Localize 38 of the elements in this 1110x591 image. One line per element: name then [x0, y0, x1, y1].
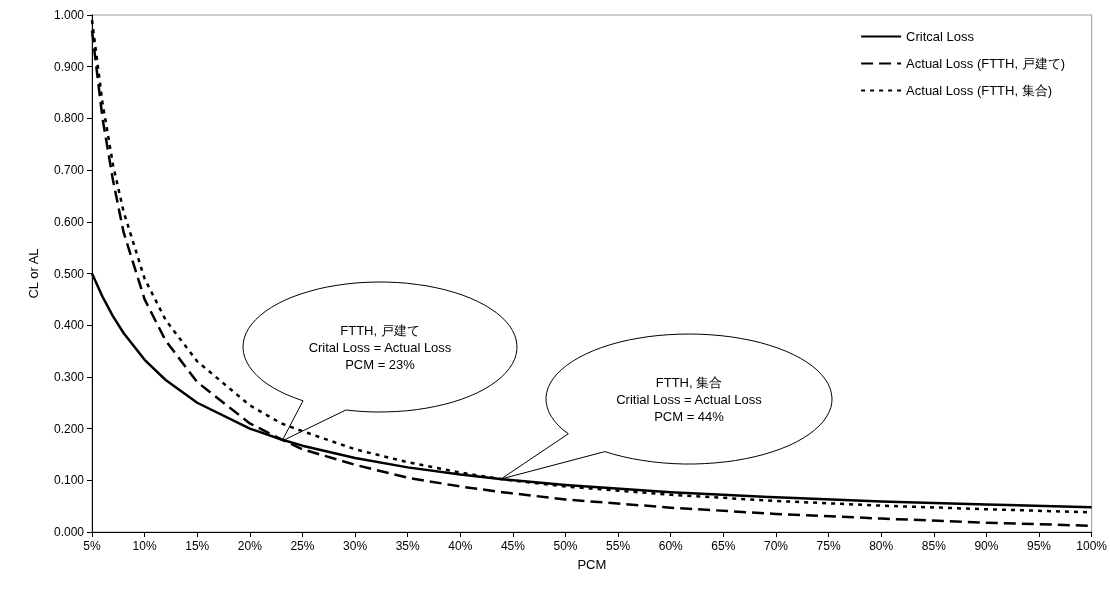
annotation: FTTH, 集合 Critial Loss = Actual Loss PCM = 44%: [616, 374, 763, 424]
y-tick-label: 0.200: [53, 421, 85, 436]
y-tick-label: 1.000: [53, 8, 85, 22]
x-tick-label: 95%: [1027, 539, 1052, 553]
y-axis-title: CL or AL: [26, 248, 41, 299]
x-tick-label: 70%: [763, 539, 789, 553]
x-tick-label: 5%: [83, 539, 101, 553]
legend-label: Actual Loss (FTTH, 集合): [906, 83, 1053, 98]
y-tick-label: 0.800: [53, 111, 85, 126]
x-tick-label: 80%: [869, 539, 894, 553]
y-tick-label: 0.300: [53, 369, 85, 384]
x-tick-label: 10%: [132, 539, 157, 553]
x-tick-label: 50%: [553, 539, 578, 553]
x-tick-label: 90%: [974, 539, 999, 553]
y-tick-label: 0.400: [53, 318, 85, 333]
x-tick-label: 75%: [816, 539, 841, 553]
y-tick-label: 0.600: [53, 214, 85, 229]
y-tick-label: 0.500: [53, 266, 85, 281]
x-tick-label: 15%: [185, 539, 210, 553]
x-tick-label: 100%: [1076, 539, 1108, 553]
x-tick-label: 35%: [395, 539, 421, 553]
x-tick-label: 20%: [237, 539, 263, 553]
x-tick-label: 85%: [921, 539, 947, 553]
x-tick-label: 30%: [343, 539, 368, 553]
x-tick-label: 25%: [290, 539, 315, 553]
x-tick-label: 55%: [606, 539, 631, 553]
x-axis-title: PCM: [577, 557, 607, 572]
legend-label: Critcal Loss: [906, 29, 975, 44]
x-tick-label: 40%: [448, 539, 473, 553]
legend-label: Actual Loss (FTTH, 戸建て): [906, 56, 1066, 71]
y-tick-label: 0.100: [53, 473, 85, 488]
x-tick-label: 45%: [500, 539, 526, 553]
y-tick-label: 0.700: [53, 163, 85, 178]
y-tick-label: 0.900: [53, 59, 85, 74]
x-tick-label: 65%: [711, 539, 736, 553]
x-tick-label: 60%: [658, 539, 684, 553]
annotation: FTTH, 戸建て Crital Loss = Actual Loss PCM = 23%: [308, 322, 452, 372]
y-tick-label: 0.000: [53, 525, 85, 539]
